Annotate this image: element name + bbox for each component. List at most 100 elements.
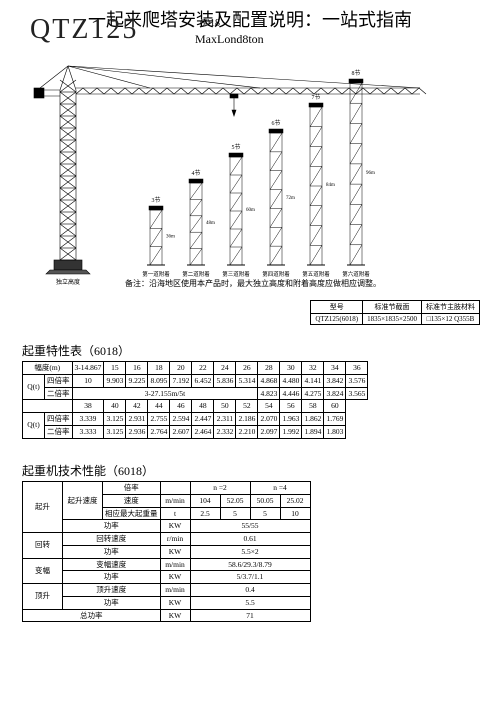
table-cell: 3.339 <box>72 413 104 426</box>
svg-text:84m: 84m <box>326 183 335 188</box>
load-title: 起重特性表（6018） <box>22 342 500 359</box>
spd-n2a: 104 <box>190 494 220 507</box>
load-r2-lbl: 二倍率 <box>45 387 73 400</box>
table-cell: 50 <box>214 400 236 413</box>
trolley-spd: 58.6/29.3/8.79 <box>190 558 310 571</box>
perf-u7: KW <box>160 571 190 584</box>
table-cell: 28 <box>258 362 280 375</box>
spec-h3: 标准节主肢材料 <box>422 301 480 314</box>
svg-text:36m: 36m <box>166 235 175 240</box>
spd-n2b: 52.05 <box>220 494 250 507</box>
svg-text:96m: 96m <box>366 171 375 176</box>
spec-h1: 型号 <box>311 301 363 314</box>
spec-c1: QTZ125(6018) <box>311 314 363 325</box>
table-cell: 9.903 <box>104 374 126 387</box>
perf-section: 起重机技术性能（6018） 起升 起升速度 倍率 n =2 n =4 速度 m/… <box>0 458 500 622</box>
perf-lift-spd: 起升速度 <box>63 482 103 520</box>
total-pw: 71 <box>190 609 310 622</box>
table-cell: 2.931 <box>126 413 148 426</box>
perf-table: 起升 起升速度 倍率 n =2 n =4 速度 m/min 104 52.05 … <box>22 481 311 622</box>
ld-n4a: 5 <box>250 507 280 520</box>
load-hdr-range: 3-14.867 <box>72 362 104 375</box>
svg-text:第六道附着: 第六道附着 <box>342 270 370 278</box>
lift-pw: 55/55 <box>190 520 310 533</box>
table-cell: 1.894 <box>302 425 324 438</box>
perf-slew: 回转 <box>23 533 63 559</box>
slew-spd-lbl: 回转速度 <box>63 533 161 546</box>
ld-n2a: 2.5 <box>190 507 220 520</box>
table-cell: 1.769 <box>324 413 346 426</box>
trolley-spd-lbl: 变幅速度 <box>63 558 161 571</box>
spec-c2: 1835×1835×2500 <box>363 314 422 325</box>
table-cell: 1.963 <box>280 413 302 426</box>
table-cell: 3.842 <box>324 374 346 387</box>
svg-text:6节: 6节 <box>271 119 280 127</box>
table-cell: 58 <box>302 400 324 413</box>
load-r4-lbl: 四倍率 <box>45 374 73 387</box>
svg-text:72m: 72m <box>286 196 295 201</box>
jack-spd-lbl: 顶升速度 <box>63 584 161 597</box>
table-cell: 32 <box>302 362 324 375</box>
table-cell: 9.225 <box>126 374 148 387</box>
slew-pw: 5.5×2 <box>190 545 310 558</box>
svg-text:第一道附着: 第一道附着 <box>142 270 170 278</box>
table-cell: 2.210 <box>236 425 258 438</box>
max-load: MaxLond8ton <box>195 32 264 47</box>
svg-text:第五道附着: 第五道附着 <box>302 270 330 278</box>
table-cell: 20 <box>170 362 192 375</box>
table-cell: 5.314 <box>236 374 258 387</box>
svg-text:5节: 5节 <box>231 143 240 151</box>
table-cell: 40 <box>104 400 126 413</box>
svg-text:8节: 8节 <box>351 69 360 77</box>
table-cell: 38 <box>72 400 104 413</box>
table-cell: 2.097 <box>258 425 280 438</box>
perf-n2: n =2 <box>190 482 250 495</box>
perf-speed-lbl: 速度 <box>103 494 161 507</box>
perf-u4: r/min <box>160 533 190 546</box>
load-qt-1: Q(t) <box>23 374 45 400</box>
svg-text:第四道附着: 第四道附着 <box>262 270 290 278</box>
table-cell: 30 <box>280 362 302 375</box>
table-cell: 26 <box>236 362 258 375</box>
table-cell: 2.186 <box>236 413 258 426</box>
trolley-pw-lbl: 功率 <box>63 571 161 584</box>
table-cell: 2.936 <box>126 425 148 438</box>
table-cell: 3.576 <box>346 374 368 387</box>
jack-pw-lbl: 功率 <box>63 596 161 609</box>
perf-total: 总功率 <box>23 609 161 622</box>
table-cell: 2.070 <box>258 413 280 426</box>
spd-n4a: 50.05 <box>250 494 280 507</box>
load-r4b-lbl: 四倍率 <box>45 413 73 426</box>
jack-spd: 0.4 <box>190 584 310 597</box>
table-cell: 24 <box>214 362 236 375</box>
table-cell: 3.333 <box>72 425 104 438</box>
table-cell: 3.565 <box>346 387 368 400</box>
table-cell: 34 <box>324 362 346 375</box>
table-cell: 16 <box>126 362 148 375</box>
svg-text:7节: 7节 <box>311 93 320 101</box>
table-cell: 36 <box>346 362 368 375</box>
table-cell: 8.095 <box>148 374 170 387</box>
load-table: 幅度(m) 3-14.867 151618202224262830323436 … <box>22 361 368 439</box>
table-cell: 15 <box>104 362 126 375</box>
table-cell: 48 <box>192 400 214 413</box>
table-cell: 4.823 <box>258 387 280 400</box>
table-cell: 46 <box>170 400 192 413</box>
perf-maxload-lbl: 相应最大起重量 <box>103 507 161 520</box>
perf-trolley: 变幅 <box>23 558 63 584</box>
table-cell: 60 <box>324 400 346 413</box>
table-cell: 1.862 <box>302 413 324 426</box>
table-cell: 6.452 <box>192 374 214 387</box>
table-cell: 7.192 <box>170 374 192 387</box>
table-cell: 2.332 <box>214 425 236 438</box>
svg-text:独立高度: 独立高度 <box>56 278 80 286</box>
table-cell: 1.992 <box>280 425 302 438</box>
perf-u10: KW <box>160 609 190 622</box>
spd-n4b: 25.02 <box>280 494 310 507</box>
table-cell: 4.275 <box>302 387 324 400</box>
table-cell: 2.755 <box>148 413 170 426</box>
table-cell: 2.447 <box>192 413 214 426</box>
load-mid-range: 3-27.155m/5t <box>72 387 258 400</box>
table-cell: 2.311 <box>214 413 236 426</box>
svg-text:第三道附着: 第三道附着 <box>222 270 250 278</box>
